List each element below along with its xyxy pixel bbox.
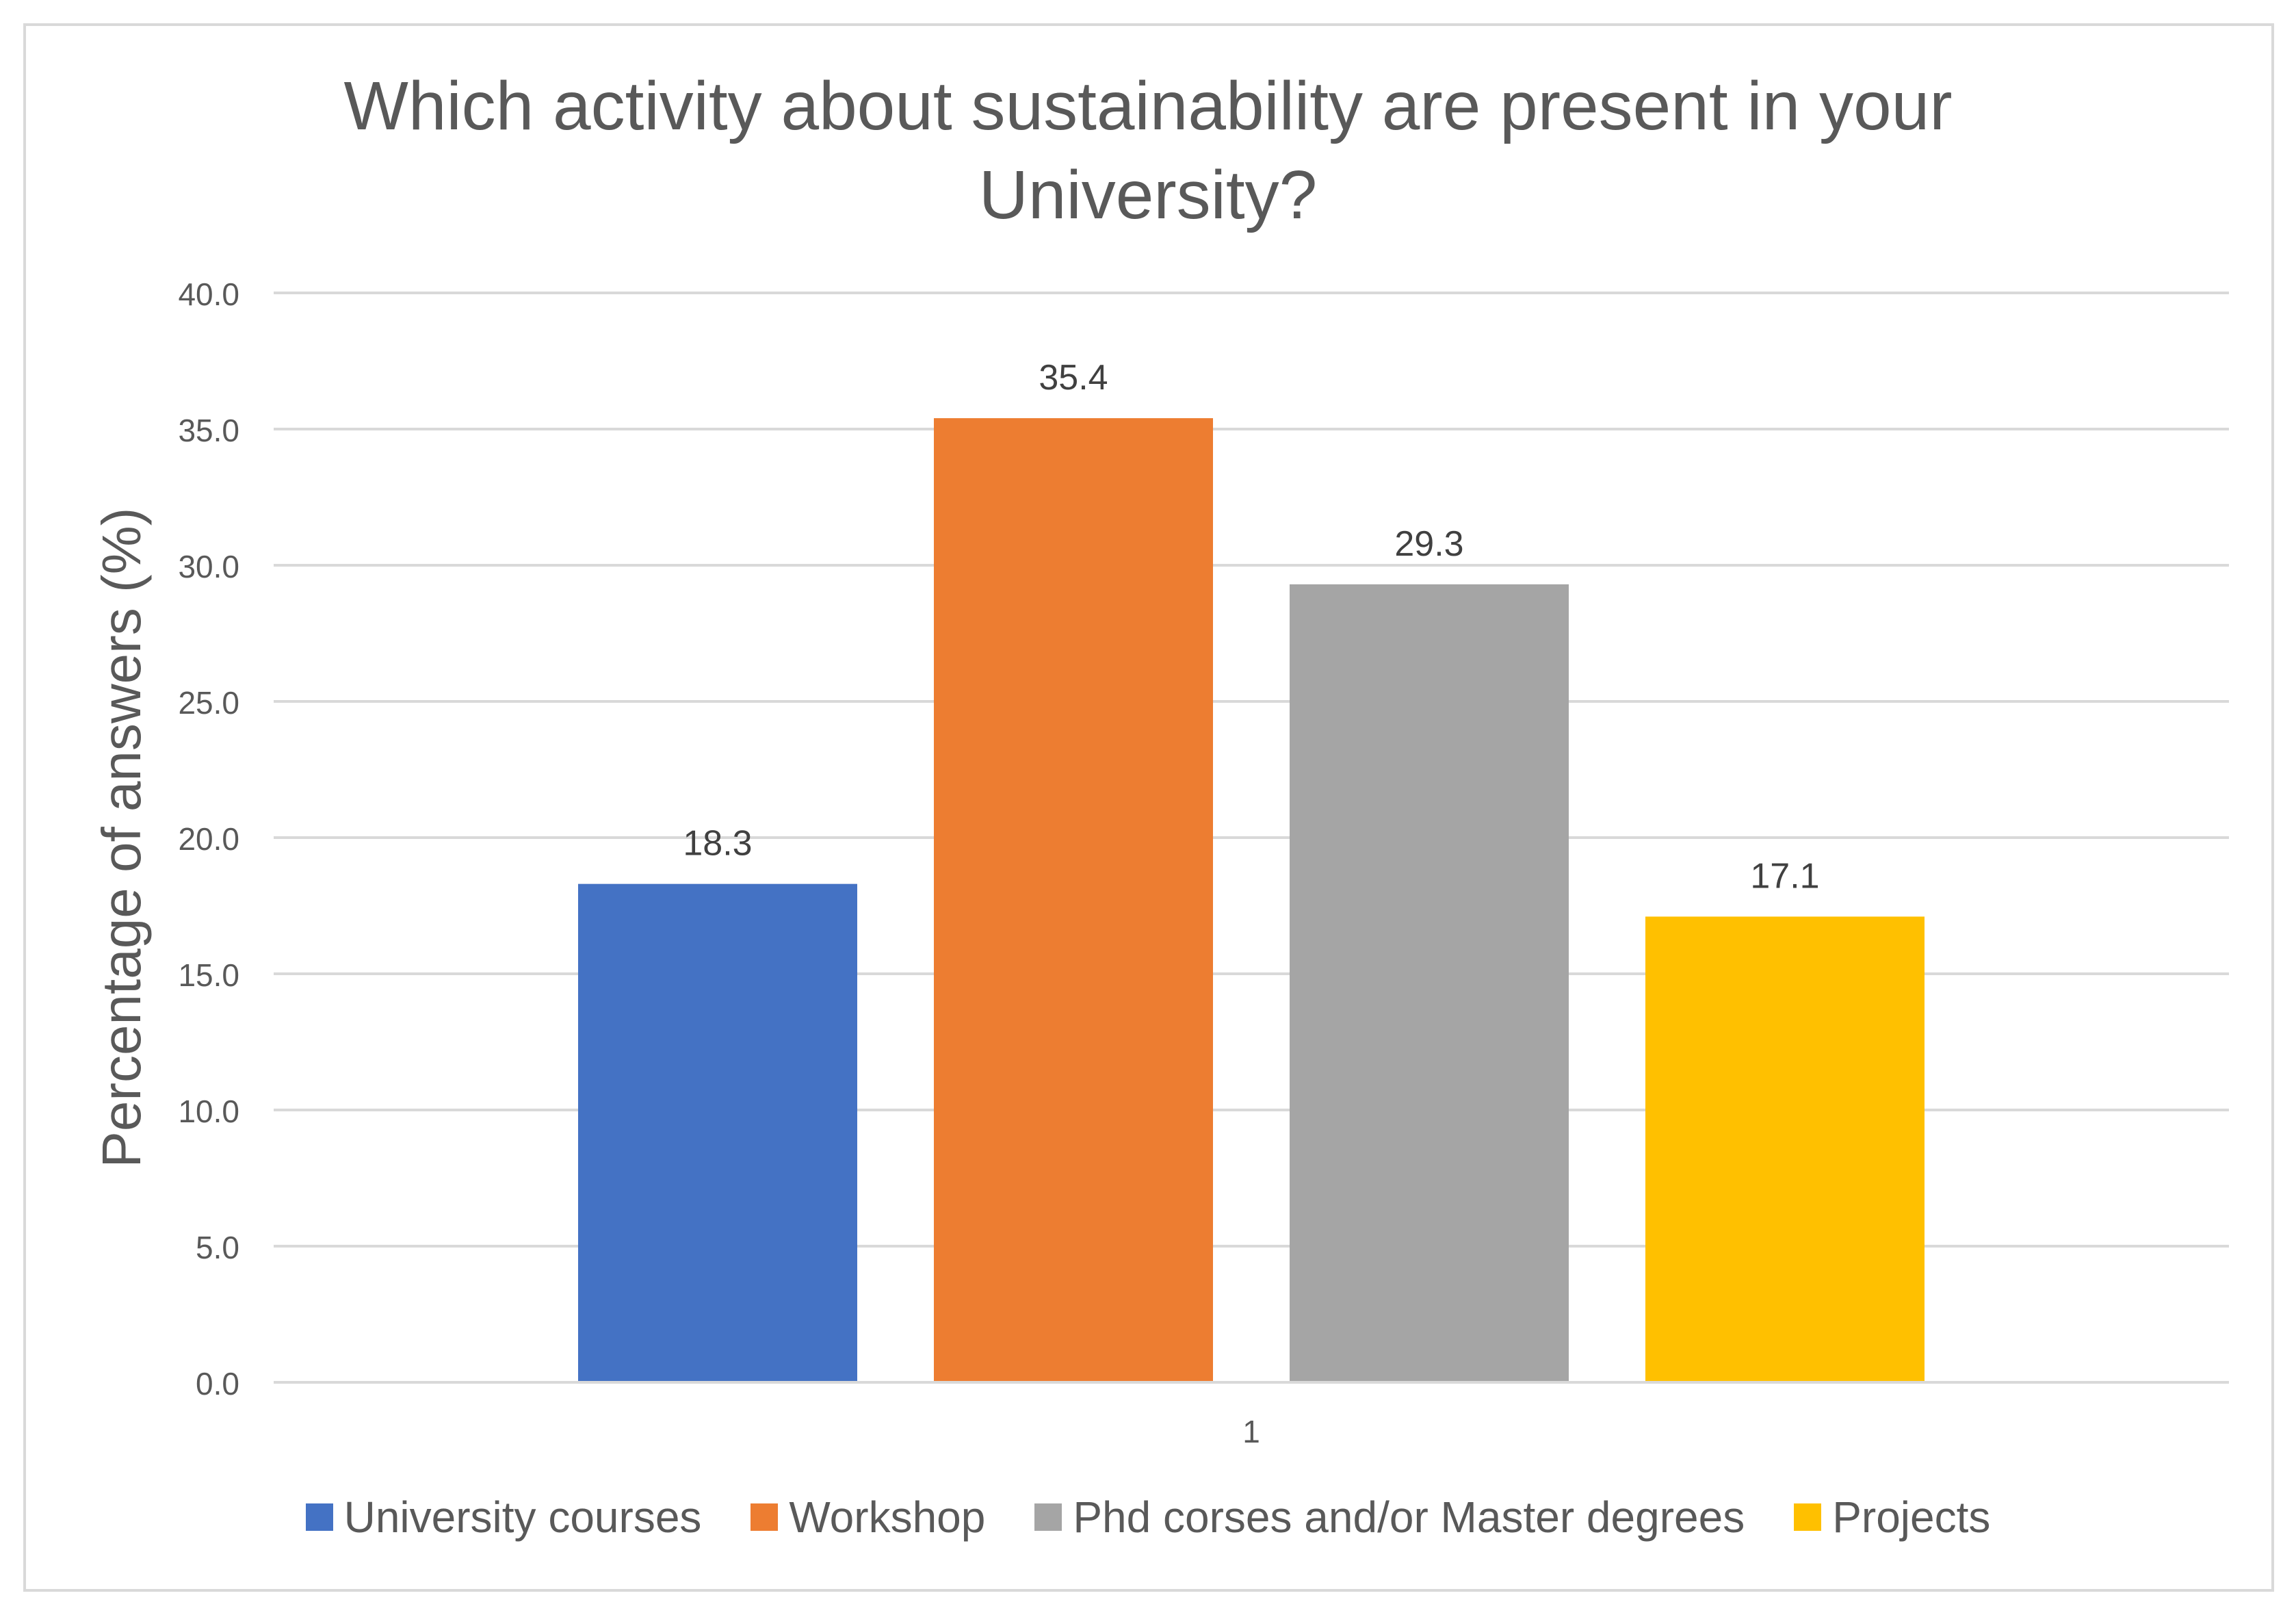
legend-label: Projects	[1832, 1493, 1991, 1542]
legend-swatch	[1794, 1503, 1822, 1531]
chart-title: Which activity about sustainability are …	[343, 68, 1953, 233]
x-tick-label: 1	[1242, 1414, 1260, 1449]
legend-swatch	[1034, 1503, 1062, 1531]
data-label: 17.1	[1750, 856, 1819, 896]
legend-item: Phd corses and/or Master degrees	[1034, 1492, 1745, 1542]
y-axis-label: Percentage of answers (%)	[91, 508, 152, 1168]
bar	[1290, 584, 1569, 1382]
data-label: 18.3	[683, 824, 752, 864]
y-tick-label: 0.0	[196, 1366, 239, 1401]
legend-swatch	[305, 1503, 333, 1531]
legend: University courses Workshop Phd corses and…	[0, 1492, 2296, 1542]
y-tick-label: 30.0	[178, 549, 239, 584]
bar	[934, 418, 1213, 1382]
y-tick-label: 20.0	[178, 821, 239, 857]
y-tick-label: 5.0	[196, 1230, 239, 1265]
bar	[578, 883, 857, 1382]
legend-label: University courses	[343, 1493, 702, 1542]
legend-label: Phd corses and/or Master degrees	[1073, 1493, 1745, 1542]
y-tick-label: 25.0	[178, 685, 239, 721]
y-tick-label: 35.0	[178, 413, 239, 448]
y-tick-label: 40.0	[178, 276, 239, 312]
y-tick-label: 10.0	[178, 1094, 239, 1129]
bar	[1645, 916, 1925, 1382]
legend-item: Workshop	[751, 1492, 985, 1542]
y-tick-label: 15.0	[178, 957, 239, 993]
data-label: 35.4	[1039, 358, 1108, 398]
legend-label: Workshop	[789, 1493, 986, 1542]
legend-item: Projects	[1794, 1492, 1990, 1542]
data-label: 29.3	[1394, 524, 1463, 564]
legend-item: University courses	[305, 1492, 702, 1542]
legend-swatch	[751, 1503, 779, 1531]
